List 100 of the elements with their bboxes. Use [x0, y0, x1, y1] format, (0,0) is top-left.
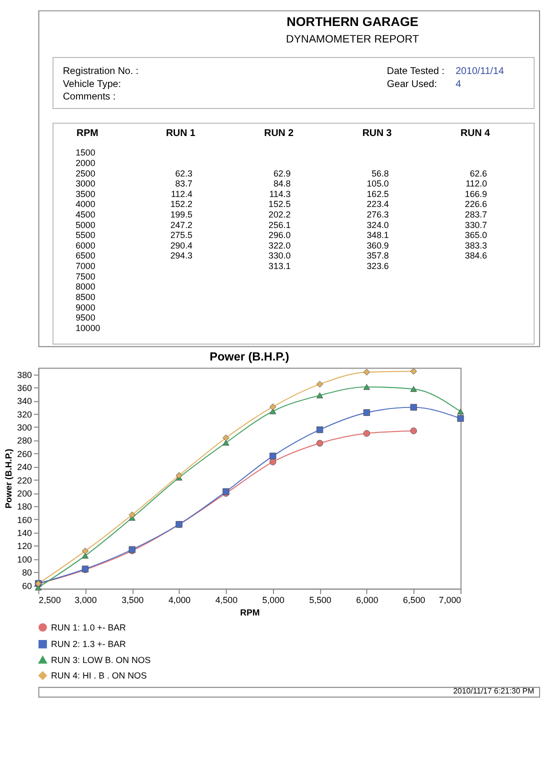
chart-title: Power (B.H.P.) [210, 350, 290, 364]
text: Comments : [62, 92, 116, 103]
y-tick-label: 60 [22, 580, 32, 591]
y-tick-label: 360 [17, 382, 32, 393]
y-axis-title: Power (B.H.P.) [3, 448, 14, 509]
data-label: 323.6 [366, 261, 389, 272]
y-tick-label: 5000 [76, 220, 96, 230]
x-tick-label: RUN 1 [166, 128, 196, 140]
legend-label: RUN 2: 1.3 +- BAR [51, 639, 126, 650]
data-label: 112.0 [466, 178, 488, 189]
y-tick-label: 9000 [76, 302, 96, 312]
legend-label: RUN 3: LOW B. ON NOS [51, 654, 151, 665]
text: 2010/11/17 6:21:30 PM [453, 686, 534, 696]
data-label: 283.7 [464, 210, 488, 220]
x-tick-label: 5,000 [262, 594, 284, 605]
y-tick-label: 300 [17, 422, 32, 433]
y-tick-label: 3000 [76, 178, 96, 189]
data-label: 384.6 [464, 250, 488, 261]
legend-label: RUN 4: HI . B . ON NOS [51, 670, 147, 681]
y-tick-label: 4000 [76, 199, 96, 210]
y-tick-label: 7500 [76, 271, 96, 282]
data-label: 199.5 [170, 210, 193, 220]
y-tick-label: 2500 [76, 168, 96, 178]
data-label: 324.0 [366, 220, 389, 230]
data-label: 276.3 [366, 210, 389, 220]
x-tick-label: 6,000 [356, 594, 378, 605]
y-tick-label: 2000 [76, 158, 96, 168]
y-tick-label: 120 [17, 541, 32, 552]
data-label: 290.4 [170, 240, 193, 250]
data-label: 114.3 [269, 188, 291, 199]
y-tick-label: 100 [17, 554, 32, 564]
data-label: 152.5 [268, 199, 291, 210]
data-label: 313.1 [268, 261, 291, 272]
data-label: 162.5 [366, 188, 389, 199]
y-tick-label: 8000 [76, 282, 96, 292]
data-label: 84.8 [273, 178, 291, 189]
y-tick-label: 160 [17, 514, 32, 525]
y-tick-label: 4500 [76, 210, 96, 220]
data-label: 202.2 [268, 210, 291, 220]
y-tick-label: 140 [17, 528, 32, 538]
data-label: 357.8 [366, 250, 389, 261]
legend-label: RUN 1: 1.0 +- BAR [51, 622, 126, 632]
data-label: 383.3 [464, 240, 488, 250]
data-label: 365.0 [464, 230, 488, 240]
y-tick-label: 7000 [76, 261, 96, 272]
data-label: 105.0 [366, 178, 389, 189]
y-tick-label: 220 [17, 475, 32, 486]
data-label: 152.2 [170, 199, 193, 210]
y-tick-label: 10000 [76, 322, 100, 333]
y-tick-label: 5500 [76, 230, 96, 240]
text: 4 [456, 78, 462, 90]
x-axis-title: RPM [76, 128, 98, 140]
data-label: 247.2 [170, 220, 193, 230]
text: Vehicle Type: [62, 78, 121, 90]
y-tick-label: 320 [17, 409, 32, 420]
x-tick-label: RUN 2 [264, 128, 294, 140]
x-tick-label: 6,500 [403, 594, 426, 605]
data-label: 226.6 [464, 199, 488, 210]
x-axis-title: RPM [240, 608, 260, 618]
x-tick-label: RUN 4 [460, 128, 490, 140]
data-label: 62.6 [470, 168, 488, 178]
text: 2010/11/14 [456, 66, 504, 78]
y-tick-label: 380 [17, 370, 32, 380]
data-label: 112.4 [171, 188, 193, 199]
y-tick-label: 180 [17, 502, 32, 512]
x-tick-label: 5,500 [309, 594, 332, 605]
text: DYNAMOMETER REPORT [286, 34, 420, 46]
data-label: 330.7 [464, 220, 488, 230]
x-tick-label: 4,000 [168, 594, 191, 605]
text: Gear Used: [386, 78, 437, 90]
data-label: 256.1 [268, 220, 291, 230]
data-label: 360.9 [366, 240, 389, 250]
y-tick-label: 9500 [76, 312, 96, 323]
y-tick-label: 200 [17, 488, 32, 498]
x-tick-label: 3,500 [122, 594, 144, 605]
data-label: 294.3 [170, 250, 193, 261]
y-tick-label: 6000 [76, 240, 96, 250]
data-label: 56.8 [372, 168, 389, 178]
data-label: 330.0 [268, 250, 291, 261]
y-tick-label: 340 [17, 396, 32, 406]
y-tick-label: 80 [22, 568, 32, 578]
data-label: 348.1 [366, 230, 389, 240]
data-label: 62.9 [273, 168, 291, 178]
data-label: 166.9 [464, 188, 488, 199]
y-tick-label: 280 [17, 436, 32, 446]
data-label: 62.3 [175, 168, 193, 178]
y-tick-label: 240 [17, 462, 32, 472]
x-tick-label: 7,000 [438, 594, 462, 605]
y-tick-label: 3500 [76, 188, 96, 199]
y-tick-label: 260 [17, 448, 32, 459]
x-tick-label: 3,000 [74, 594, 97, 605]
x-tick-label: RUN 3 [362, 128, 392, 140]
text: Registration No. : [62, 66, 139, 78]
data-label: 83.7 [175, 178, 193, 189]
x-tick-label: 4,500 [215, 594, 238, 605]
text: Date Tested : [386, 66, 444, 78]
data-label: 322.0 [268, 240, 291, 250]
x-tick-label: 2,500 [38, 594, 61, 605]
data-label: 275.5 [170, 230, 193, 240]
data-label: 296.0 [268, 230, 291, 240]
